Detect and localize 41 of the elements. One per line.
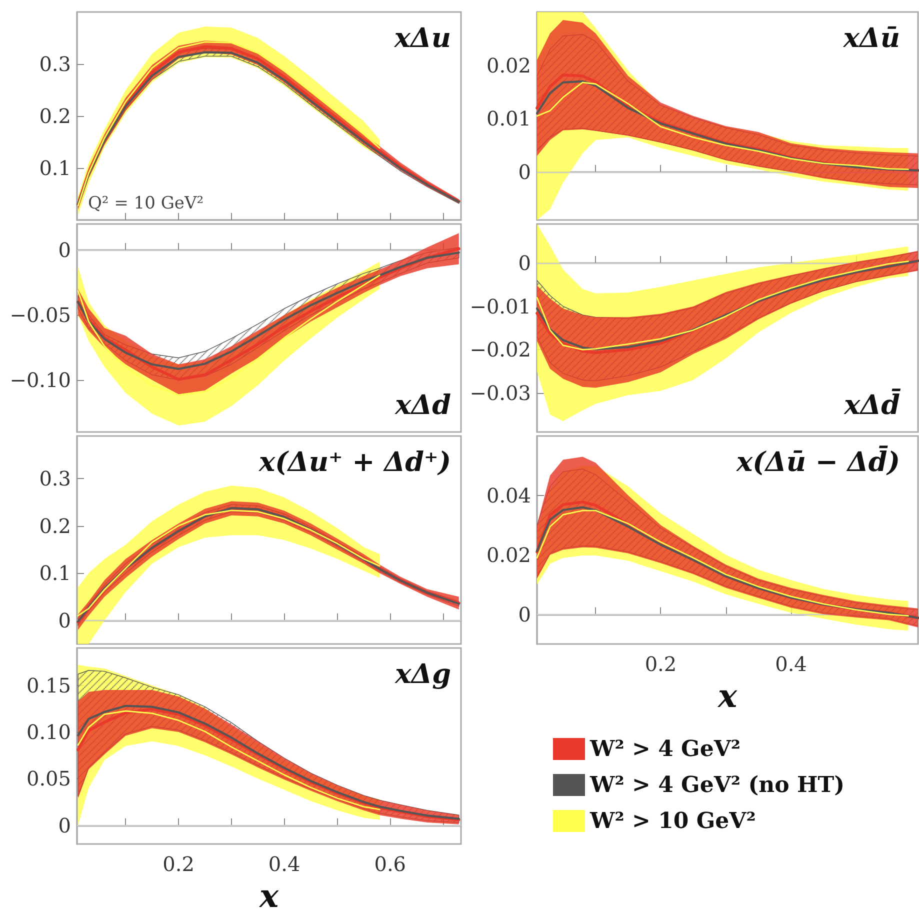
- y-tick-label: −0.05: [10, 303, 71, 327]
- x-tick-label: 0.6: [374, 852, 406, 876]
- y-tick-label: 0: [518, 602, 531, 626]
- chart-title: x(Δu⁺ + Δd⁺): [258, 447, 452, 478]
- legend-label: W² > 10 GeV²: [589, 808, 756, 834]
- x-axis-title: x: [258, 877, 280, 915]
- y-tick-label: 0.15: [26, 673, 71, 698]
- chart-title: xΔū: [842, 23, 900, 54]
- y-tick-label: 0.2: [39, 104, 71, 128]
- y-tick-label: 0: [518, 251, 531, 275]
- x-axis-title: x: [716, 677, 738, 715]
- chart-title: x(Δū − Δd̄): [736, 445, 900, 478]
- y-tick-label: 0.02: [486, 542, 531, 567]
- text: xΔd: [394, 390, 452, 421]
- y-tick-label: 0.04: [486, 483, 531, 508]
- x-tick-label: 0.4: [775, 652, 807, 676]
- chart-title: xΔg: [394, 659, 452, 690]
- y-tick-label: 0.1: [39, 156, 71, 180]
- y-tick-label: 0.1: [39, 561, 71, 586]
- y-tick-label: 0: [518, 160, 531, 184]
- chart-title: xΔu: [393, 23, 452, 54]
- y-tick-label: −0.03: [470, 381, 531, 405]
- y-tick-label: 0.05: [26, 766, 71, 791]
- y-tick-label: −0.10: [10, 368, 71, 392]
- x-tick-label: 0.2: [162, 852, 194, 876]
- y-tick-label: 0.02: [486, 53, 531, 78]
- y-tick-label: 0.2: [39, 514, 71, 538]
- y-tick-label: 0: [58, 238, 71, 262]
- y-tick-label: −0.01: [470, 294, 531, 318]
- y-tick-label: 0.10: [26, 720, 71, 744]
- y-tick-label: 0.3: [39, 52, 71, 76]
- y-tick-label: 0: [58, 813, 71, 838]
- annotation: Q² = 10 GeV²: [88, 194, 204, 214]
- y-tick-label: 0.3: [39, 466, 71, 491]
- y-tick-label: 0.01: [486, 106, 531, 131]
- legend-label: W² > 4 GeV²: [589, 736, 741, 762]
- legend-label: W² > 4 GeV² (no HT): [589, 772, 845, 798]
- text: xΔd̄: [843, 388, 902, 421]
- y-tick-label: −0.02: [470, 338, 531, 362]
- x-tick-label: 0.4: [268, 852, 300, 876]
- y-tick-label: 0: [58, 608, 71, 632]
